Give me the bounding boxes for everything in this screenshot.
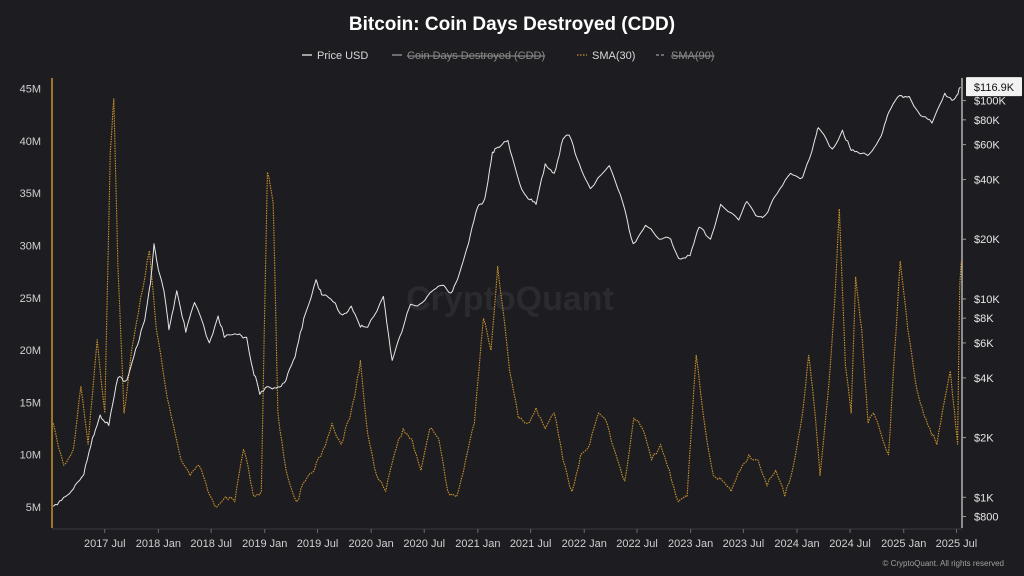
y-right-tick-label: $80K: [974, 115, 1000, 127]
series-layer: [52, 86, 962, 508]
legend-label: SMA(90): [671, 50, 714, 62]
y-right-tick-label: $1K: [974, 492, 994, 504]
y-right-tick-label: $4K: [974, 373, 994, 385]
y-right-tick-label: $6K: [974, 338, 994, 350]
current-price-label: $116.9K: [974, 82, 1015, 94]
watermark-text: CryptoQuant: [406, 280, 614, 318]
y-left-tick-label: 10M: [20, 450, 41, 462]
x-tick-label: 2024 Jan: [774, 538, 819, 550]
y-left-tick-label: 40M: [20, 136, 41, 148]
x-tick-label: 2023 Jan: [668, 538, 713, 550]
x-tick-label: 2019 Jul: [297, 538, 339, 550]
y-right-tick-label: $8K: [974, 313, 994, 325]
y-right-tick-label: $10K: [974, 294, 1000, 306]
current-price-badge: [966, 77, 1022, 97]
y-right-tick-label: $2K: [974, 433, 994, 445]
x-tick-label: 2018 Jan: [136, 538, 181, 550]
x-tick-label: 2019 Jan: [242, 538, 287, 550]
series-line-price-usd: [52, 86, 961, 507]
y-left-tick-label: 35M: [20, 188, 41, 200]
y-right-tick-label: $20K: [974, 234, 1000, 246]
x-tick-label: 2024 Jul: [829, 538, 871, 550]
chart-title: Bitcoin: Coin Days Destroyed (CDD): [349, 14, 675, 35]
y-left-tick-label: 5M: [26, 502, 41, 514]
x-tick-label: 2021 Jan: [455, 538, 500, 550]
x-tick-label: 2022 Jul: [616, 538, 658, 550]
y-right-tick-label: $60K: [974, 140, 1000, 152]
x-tick-label: 2017 Jul: [84, 538, 126, 550]
legend-label: Coin Days Destroyed (CDD): [407, 50, 545, 62]
x-tick-label: 2022 Jan: [562, 538, 607, 550]
x-tick-label: 2021 Jul: [510, 538, 552, 550]
y-right-tick-label: $800: [974, 511, 998, 523]
y-right-tick-label: $40K: [974, 175, 1000, 187]
legend-label: Price USD: [317, 50, 368, 62]
x-axis: 2017 Jul 2018 Jan 2018 Jul 2019 Jan 2019 Jul…: [52, 528, 978, 550]
x-tick-label: 2025 Jan: [881, 538, 926, 550]
x-tick-label: 2018 Jul: [190, 538, 232, 550]
y-right-tick-label: $100K: [974, 96, 1006, 108]
y-right-axis: $800 $1K $2K $4K $6K $8K $10K $20K $40K $60K $80K $…: [961, 78, 1006, 528]
x-tick-label: 2020 Jul: [403, 538, 445, 550]
y-left-tick-label: 15M: [20, 397, 41, 409]
copyright-credit: © CryptoQuant. All rights reserved: [883, 559, 1005, 568]
y-left-tick-label: 45M: [20, 83, 41, 95]
legend-label: SMA(30): [592, 50, 635, 62]
series-line-sma30: [52, 98, 962, 508]
y-left-tick-label: 30M: [20, 240, 41, 252]
price-badge-layer: $116.9K: [966, 77, 1022, 97]
y-left-tick-label: 20M: [20, 345, 41, 357]
x-tick-label: 2020 Jan: [349, 538, 394, 550]
x-tick-label: 2023 Jul: [723, 538, 765, 550]
y-left-axis: 5M 10M 15M 20M 25M 30M 35M 40M 45M: [20, 78, 53, 528]
chart-legend: Price USD Coin Days Destroyed (CDD) SMA(30…: [302, 50, 714, 62]
y-left-tick-label: 25M: [20, 293, 41, 305]
x-tick-label: 2025 Jul: [936, 538, 978, 550]
